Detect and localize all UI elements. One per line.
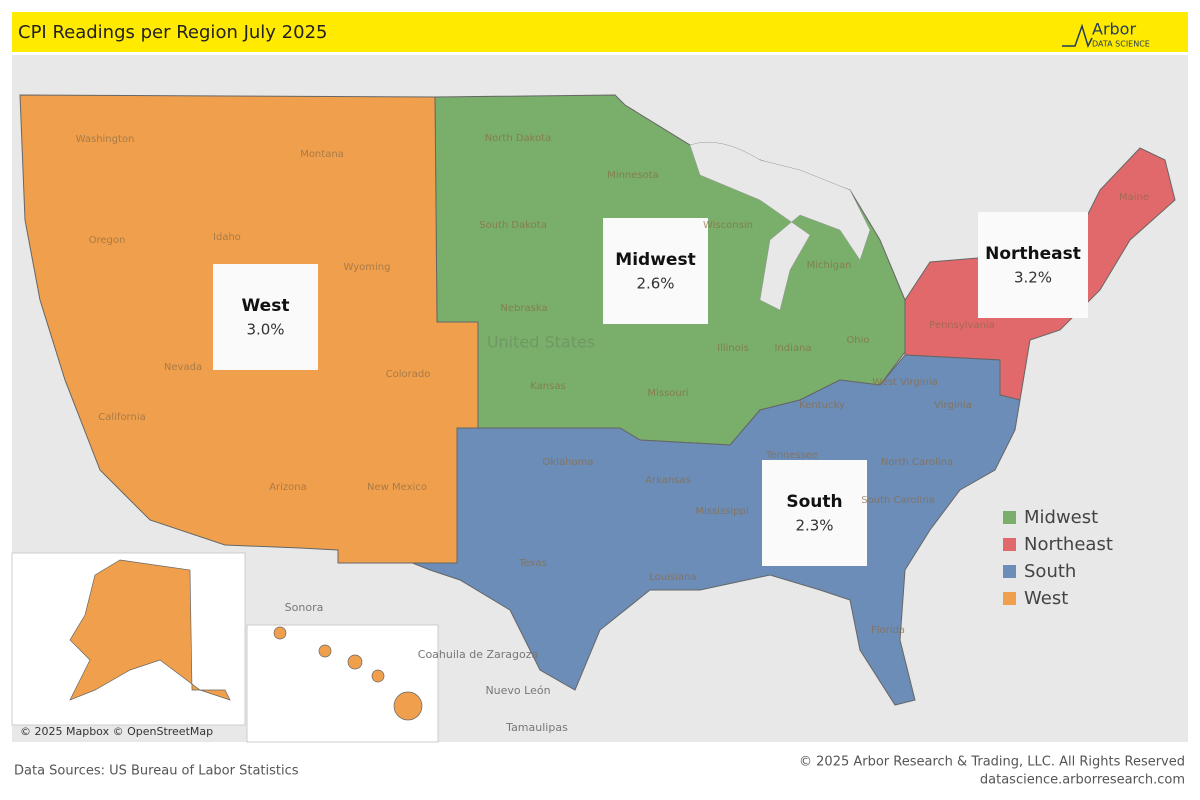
region-label-box <box>213 264 318 370</box>
hawaii-island <box>371 669 385 683</box>
region-value: 2.6% <box>636 275 674 293</box>
state-label: Maine <box>1119 192 1149 203</box>
state-label: North Dakota <box>485 133 552 144</box>
title: CPI Readings per Region July 2025 <box>18 22 327 43</box>
state-label: Illinois <box>717 343 749 354</box>
legend-swatch <box>1003 565 1016 578</box>
state-label: Colorado <box>386 369 431 380</box>
data-source: Data Sources: US Bureau of Labor Statist… <box>14 764 299 779</box>
state-label: North Carolina <box>881 457 953 468</box>
region-shape <box>384 354 1021 706</box>
state-label: Washington <box>76 134 135 145</box>
state-label: New Mexico <box>367 482 427 493</box>
hawaii-inset <box>246 624 439 743</box>
map-attribution: © 2025 Mapbox © OpenStreetMap <box>20 725 213 738</box>
legend-swatch <box>1003 511 1016 524</box>
url: datascience.arborresearch.com <box>980 773 1185 788</box>
hawaii-island <box>393 691 423 721</box>
state-label: Montana <box>300 149 344 160</box>
legend-label: Northeast <box>1024 534 1113 555</box>
state-label: South Carolina <box>861 495 934 506</box>
region-name: Northeast <box>985 244 1081 264</box>
state-label: Kansas <box>530 381 565 392</box>
region-name: West <box>242 296 290 316</box>
region-name: South <box>786 492 842 512</box>
region-value: 2.3% <box>795 517 833 535</box>
state-label: California <box>98 412 146 423</box>
hawaii-island <box>318 644 332 658</box>
regions <box>19 94 1176 706</box>
legend-swatch <box>1003 538 1016 551</box>
region-label-box <box>762 460 867 566</box>
state-label: Oregon <box>89 235 126 246</box>
state-label: Arkansas <box>645 475 691 486</box>
logo-tagline: DATA SCIENCE <box>1092 40 1150 49</box>
place-label: Sonora <box>285 601 324 614</box>
state-label: Arizona <box>269 482 307 493</box>
state-label: Virginia <box>934 400 972 411</box>
place-label: Tamaulipas <box>505 721 568 734</box>
great-lakes <box>689 141 871 311</box>
legend-label: Midwest <box>1024 507 1098 528</box>
alaska <box>69 559 231 701</box>
state-label: Wyoming <box>344 262 391 273</box>
state-label: Mississippi <box>695 506 748 517</box>
state-label: Texas <box>518 558 547 569</box>
region-label-box <box>603 218 708 324</box>
region-name: Midwest <box>615 250 695 270</box>
place-label: Nuevo León <box>485 684 550 697</box>
state-label: Minnesota <box>607 170 659 181</box>
state-label: Michigan <box>807 260 852 271</box>
state-label: Pennsylvania <box>929 320 995 331</box>
state-label: Ohio <box>846 335 869 346</box>
hawaii-island <box>273 626 287 640</box>
state-label: Wisconsin <box>703 220 753 231</box>
state-label: Kentucky <box>799 400 845 411</box>
state-label: Tennessee <box>765 450 818 461</box>
logo-name: Arbor <box>1092 20 1136 39</box>
region-value: 3.2% <box>1014 269 1052 287</box>
state-label: Nevada <box>164 362 202 373</box>
state-label: Oklahoma <box>543 457 594 468</box>
title-bar <box>12 12 1188 52</box>
state-label: Missouri <box>647 388 688 399</box>
place-label: Coahuila de Zaragoza <box>418 648 538 661</box>
state-label: Louisiana <box>649 572 696 583</box>
legend-label: West <box>1024 588 1068 609</box>
state-label: Nebraska <box>500 303 547 314</box>
state-label: Florida <box>871 625 905 636</box>
legend-label: South <box>1024 561 1076 582</box>
region-label-box <box>978 212 1088 318</box>
state-label: West Virginia <box>872 377 937 388</box>
hawaii-island <box>347 654 363 670</box>
state-label: South Dakota <box>479 220 547 231</box>
legend-swatch <box>1003 592 1016 605</box>
state-label: Idaho <box>213 232 241 243</box>
place-label: United States <box>487 333 595 352</box>
state-label: Indiana <box>774 343 811 354</box>
logo-mark <box>1062 23 1093 49</box>
copyright: © 2025 Arbor Research & Trading, LLC. Al… <box>799 755 1185 770</box>
region-value: 3.0% <box>246 321 284 339</box>
